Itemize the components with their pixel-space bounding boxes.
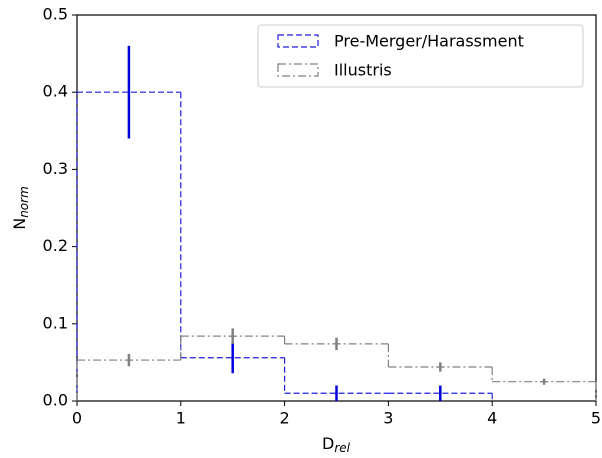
x-label-main: D	[322, 434, 334, 453]
y-tick-label: 0.3	[43, 159, 68, 178]
y-tick-label: 0.5	[43, 5, 68, 24]
x-axis-label: Drel	[322, 434, 351, 455]
legend-swatch	[277, 63, 319, 77]
x-tick-label: 4	[487, 409, 497, 428]
legend-box	[257, 24, 584, 88]
x-tick-label: 0	[72, 409, 82, 428]
y-tick-label: 0.4	[43, 82, 68, 101]
x-tick-label: 5	[591, 409, 601, 428]
y-label-main: N	[10, 218, 29, 230]
x-tick-label: 1	[176, 409, 186, 428]
y-tick-label: 0.2	[43, 236, 68, 255]
legend-swatch	[277, 34, 319, 48]
y-axis-label: Nnorm	[10, 186, 31, 230]
legend-label: Pre-Merger/Harassment	[334, 32, 524, 51]
y-label-sub: norm	[17, 186, 31, 218]
y-tick-label: 0.1	[43, 313, 68, 332]
x-tick-label: 3	[383, 409, 393, 428]
y-tick-label: 0.0	[43, 391, 68, 410]
x-tick-label: 2	[280, 409, 290, 428]
legend-label: Illustris	[334, 61, 392, 80]
x-label-sub: rel	[334, 441, 350, 455]
